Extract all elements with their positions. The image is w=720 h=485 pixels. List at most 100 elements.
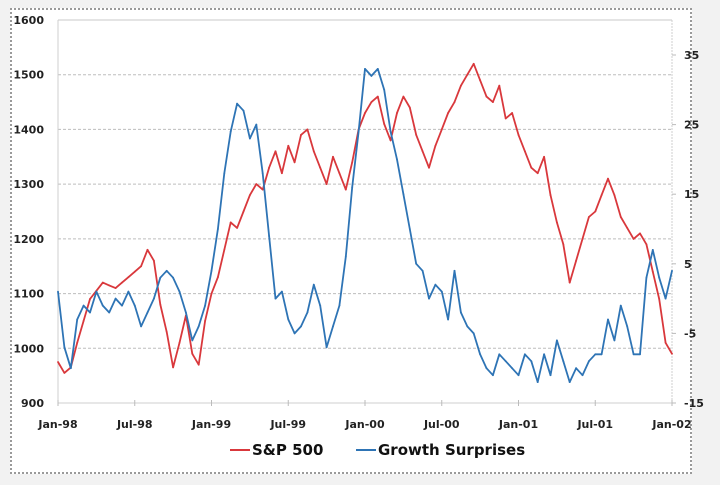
sp500-point bbox=[281, 172, 283, 175]
chart-frame bbox=[10, 8, 692, 474]
growth-surprises-point bbox=[364, 68, 366, 70]
sp500-point bbox=[396, 112, 398, 114]
growth-surprises-point bbox=[556, 339, 558, 342]
sp500-point bbox=[191, 352, 194, 355]
growth-surprises-point bbox=[300, 325, 302, 328]
growth-surprises-point bbox=[325, 346, 328, 349]
growth-surprises-point bbox=[632, 353, 635, 356]
growth-surprises-point bbox=[562, 360, 565, 363]
sp500-point bbox=[639, 232, 641, 235]
growth-surprises-point bbox=[671, 269, 673, 272]
sp500-point bbox=[619, 216, 622, 218]
sp500-point bbox=[319, 166, 322, 169]
legend-label-sp500: S&P 500 bbox=[252, 441, 323, 459]
growth-surprises-point bbox=[428, 297, 430, 300]
growth-surprises-point bbox=[453, 269, 456, 272]
growth-surprises-point bbox=[255, 123, 258, 126]
sp500-point bbox=[543, 155, 545, 158]
sp500-point bbox=[236, 227, 239, 229]
left-y-tick-label: 1100 bbox=[13, 288, 44, 301]
growth-surprises-point bbox=[492, 374, 494, 377]
sp500-point bbox=[338, 172, 341, 175]
growth-surprises-point bbox=[594, 353, 597, 356]
growth-surprises-point bbox=[376, 68, 379, 70]
sp500-point bbox=[472, 62, 475, 65]
growth-surprises-point bbox=[210, 269, 213, 272]
growth-surprises-point bbox=[434, 283, 437, 286]
sp500-point bbox=[293, 161, 296, 164]
growth-surprises-point bbox=[524, 353, 526, 356]
sp500-point bbox=[415, 134, 418, 136]
growth-surprises-point bbox=[306, 311, 309, 314]
sp500-point bbox=[530, 166, 533, 169]
growth-surprises-point bbox=[204, 304, 207, 307]
growth-surprises-point bbox=[543, 353, 545, 356]
growth-surprises-point bbox=[370, 75, 373, 77]
legend-label-growth-surprises: Growth Surprises bbox=[378, 441, 525, 459]
sp500-point bbox=[453, 101, 456, 103]
sp500-point bbox=[408, 106, 411, 109]
sp500-point bbox=[376, 95, 379, 98]
growth-surprises-point bbox=[127, 290, 130, 293]
right-y-tick-label: 5 bbox=[684, 258, 692, 271]
right-y-tick-label: -15 bbox=[684, 397, 704, 410]
right-y-tick-label: 25 bbox=[684, 119, 699, 132]
sp500-point bbox=[121, 281, 123, 284]
sp500-point bbox=[498, 84, 501, 87]
sp500-point bbox=[671, 352, 673, 355]
growth-surprises-point bbox=[651, 249, 654, 251]
sp500-point bbox=[261, 188, 264, 191]
sp500-point bbox=[268, 166, 270, 169]
sp500-point bbox=[370, 101, 373, 103]
growth-surprises-point bbox=[549, 374, 552, 377]
x-tick-label: Jul-98 bbox=[116, 418, 153, 431]
sp500-point bbox=[89, 298, 91, 300]
sp500-point bbox=[108, 284, 111, 287]
x-tick-label: Jan-00 bbox=[344, 418, 385, 431]
sp500-point bbox=[460, 84, 462, 87]
growth-surprises-point bbox=[517, 374, 520, 377]
growth-surprises-point bbox=[76, 318, 79, 321]
growth-surprises-point bbox=[69, 367, 72, 370]
growth-surprises-point bbox=[396, 158, 398, 161]
sp500-point bbox=[197, 363, 200, 366]
sp500-point bbox=[332, 155, 334, 158]
sp500-point bbox=[76, 341, 79, 344]
growth-surprises-point bbox=[504, 360, 507, 363]
growth-surprises-point bbox=[57, 290, 59, 293]
growth-surprises-point bbox=[95, 290, 98, 293]
growth-surprises-point bbox=[165, 269, 168, 272]
growth-surprises-point bbox=[440, 290, 443, 293]
growth-surprises-point bbox=[421, 269, 424, 272]
right-y-axis-ticks: -15 -5 5 15 25 35 bbox=[672, 49, 704, 410]
sp500-point bbox=[82, 320, 85, 322]
left-y-tick-label: 1600 bbox=[13, 14, 44, 27]
growth-surprises-point bbox=[293, 332, 296, 335]
growth-surprises-point bbox=[287, 318, 290, 321]
sp500-point bbox=[178, 341, 181, 344]
sp500-point bbox=[485, 95, 488, 98]
sp500-point bbox=[57, 361, 59, 363]
sp500-point bbox=[63, 372, 66, 374]
right-y-tick-label: 35 bbox=[684, 49, 699, 62]
x-tick-label: Jan-01 bbox=[498, 418, 538, 431]
left-y-tick-label: 1400 bbox=[13, 123, 44, 136]
growth-surprises-point bbox=[581, 374, 584, 377]
sp500-point bbox=[511, 112, 513, 114]
sp500-point bbox=[421, 150, 424, 153]
sp500-point bbox=[613, 194, 616, 197]
sp500-point bbox=[492, 101, 494, 103]
growth-surprises-point bbox=[588, 360, 590, 363]
sp500-point bbox=[114, 287, 117, 289]
growth-surprises-point bbox=[511, 367, 513, 370]
sp500-point bbox=[517, 134, 520, 136]
sp500-point bbox=[204, 320, 207, 322]
growth-surprises-point bbox=[664, 297, 667, 300]
growth-surprises-point bbox=[268, 235, 270, 237]
left-y-tick-label: 1300 bbox=[13, 178, 44, 191]
sp500-point bbox=[249, 194, 251, 197]
growth-surprises-point bbox=[89, 311, 91, 314]
sp500-point bbox=[159, 303, 162, 306]
sp500-point bbox=[447, 112, 449, 114]
growth-surprises-point bbox=[485, 367, 488, 370]
